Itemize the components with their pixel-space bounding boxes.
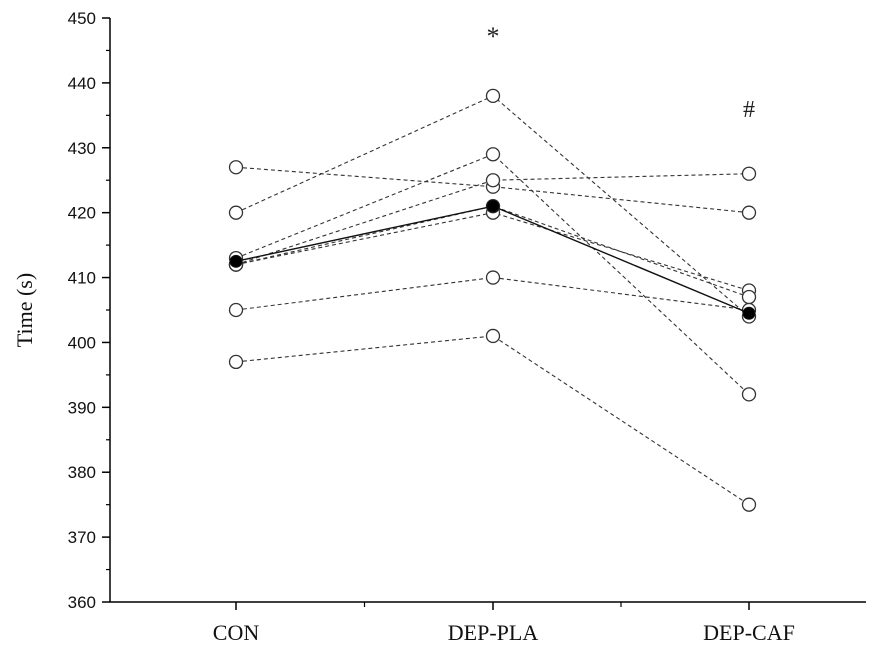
individual-point xyxy=(741,166,757,181)
x-category-label: DEP-PLA xyxy=(448,620,539,645)
mean-point xyxy=(229,254,243,268)
y-tick-label: 440 xyxy=(68,74,96,93)
individual-point xyxy=(485,147,501,162)
series-layer xyxy=(228,88,757,512)
y-tick-label: 400 xyxy=(68,333,96,352)
mean-point xyxy=(742,306,756,320)
y-tick-label: 420 xyxy=(68,204,96,223)
individual-point xyxy=(485,88,501,104)
individual-point xyxy=(228,205,244,220)
individual-line xyxy=(235,205,750,298)
mean-line xyxy=(235,205,750,314)
individual-point xyxy=(485,328,501,344)
y-tick-label: 450 xyxy=(68,9,96,28)
individual-line xyxy=(235,153,750,395)
individual-line xyxy=(235,173,750,266)
annotations: *# xyxy=(487,22,756,123)
y-tick-label: 410 xyxy=(68,269,96,288)
y-axis: 360 370 380 390 400 410 420 430 440 450 xyxy=(68,9,111,612)
y-axis-title: Time (s) xyxy=(12,273,37,347)
individual-point xyxy=(741,387,757,402)
mean-point xyxy=(486,199,500,213)
individual-point xyxy=(228,354,244,370)
individual-line xyxy=(235,335,750,506)
y-tick-label: 370 xyxy=(68,528,96,547)
y-tick-label: 380 xyxy=(68,463,96,482)
individual-point xyxy=(741,289,757,305)
individual-point xyxy=(485,270,501,285)
x-category-label: CON xyxy=(213,620,260,645)
x-category-label: DEP-CAF xyxy=(703,620,795,645)
individual-point xyxy=(228,160,244,175)
y-tick-label: 360 xyxy=(68,593,96,612)
x-axis: CON DEP-PLA DEP-CAF xyxy=(110,601,866,645)
y-tick-label: 390 xyxy=(68,398,96,417)
significance-asterisk: * xyxy=(487,22,500,51)
significance-hash: # xyxy=(743,97,755,123)
individual-point xyxy=(741,497,757,512)
y-ticks: 360 370 380 390 400 410 420 430 440 450 xyxy=(68,9,110,612)
individual-point xyxy=(741,205,757,220)
individual-point xyxy=(228,302,244,318)
x-ticks: CON DEP-PLA DEP-CAF xyxy=(213,602,795,645)
individual-point xyxy=(485,173,501,188)
y-tick-label: 430 xyxy=(68,139,96,158)
